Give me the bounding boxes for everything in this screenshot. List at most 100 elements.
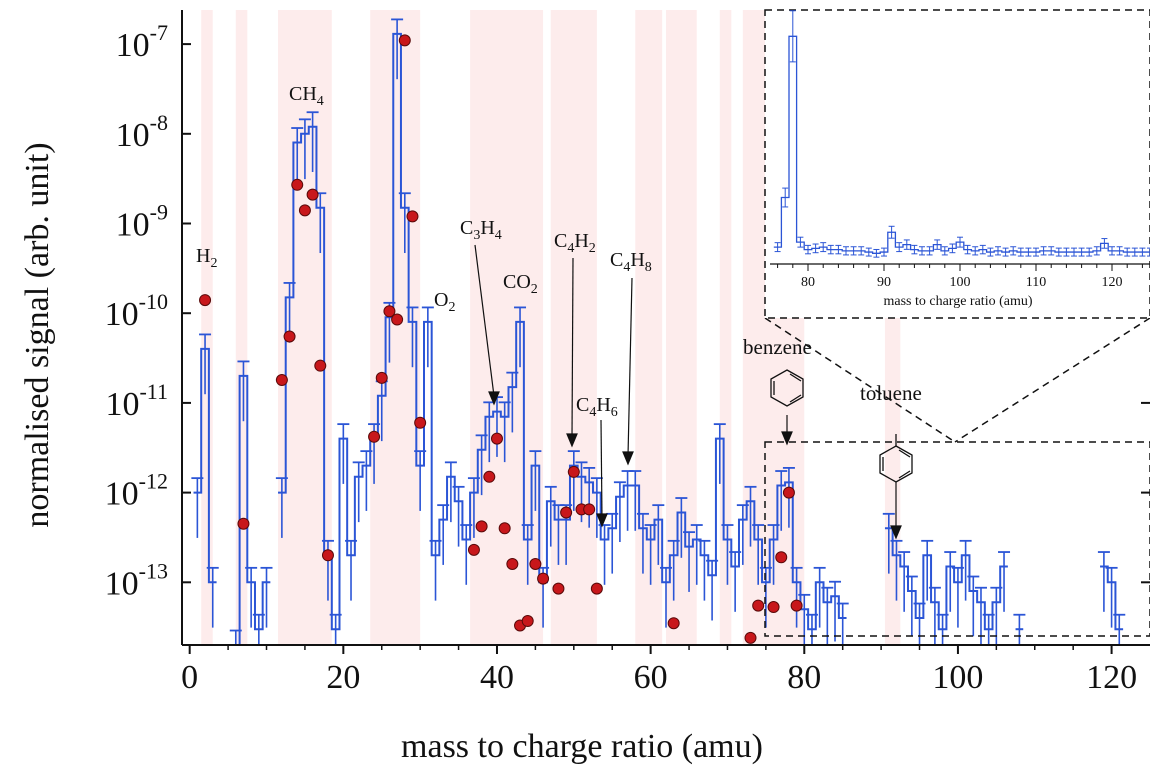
- inset-x-tick-label: 80: [801, 275, 815, 290]
- reference-marker: [560, 506, 573, 519]
- reference-marker: [490, 432, 503, 445]
- y-tick-label: 10-13: [105, 558, 168, 602]
- y-axis-title: normalised signal (arb. unit): [19, 142, 56, 527]
- reference-marker: [306, 188, 319, 201]
- y-tick-label: 10-12: [105, 469, 168, 513]
- highlight-band: [235, 10, 248, 645]
- x-axis-title: mass to charge ratio (amu): [401, 728, 763, 765]
- x-tick-label: 100: [932, 659, 983, 696]
- arrow-toluene-head: [890, 525, 902, 540]
- reference-marker: [767, 601, 780, 614]
- annotation-c4h6: C4H6: [576, 394, 618, 420]
- highlight-band: [470, 10, 544, 645]
- reference-marker: [590, 582, 603, 595]
- reference-marker: [368, 430, 381, 443]
- inset-frame: [764, 9, 1150, 319]
- y-tick-label: 10-11: [105, 379, 168, 423]
- step-line: [884, 527, 1008, 631]
- annotation-c3h4: C3H4: [460, 217, 502, 243]
- y-tick-label: 10-10: [105, 289, 168, 333]
- reference-marker: [414, 416, 427, 429]
- arrow-c4h8: [627, 277, 633, 457]
- x-tick-label: 60: [634, 659, 668, 696]
- benzene-structure-icon: [770, 369, 804, 407]
- inset-x-tick-label: 100: [950, 275, 971, 290]
- reference-marker: [529, 557, 542, 570]
- reference-marker: [521, 615, 534, 628]
- highlight-band: [719, 10, 732, 645]
- inset-x-tick-label: 110: [1026, 275, 1046, 290]
- reference-marker: [537, 572, 550, 585]
- x-tick-labels: 0 20 40 60 80 100 120: [181, 659, 1137, 696]
- arrow-c4h6: [600, 419, 603, 519]
- reference-marker: [506, 557, 519, 570]
- reference-marker: [199, 294, 212, 307]
- y-tick-labels: 10-13 10-12 10-11 10-10 10-9 10-8 10-7: [105, 20, 168, 602]
- annotation-o2: O2: [434, 289, 455, 315]
- reference-marker: [298, 204, 311, 217]
- inset-x-tick-label: 90: [877, 275, 891, 290]
- reference-marker: [237, 517, 250, 530]
- x-tick-label: 80: [787, 659, 821, 696]
- inset-step-series: [773, 10, 1150, 258]
- inset-step-line: [773, 35, 1150, 254]
- reference-marker: [467, 543, 480, 556]
- reference-marker: [398, 34, 411, 47]
- reference-marker: [775, 551, 788, 564]
- reference-marker: [314, 359, 327, 372]
- zoom-connector-right: [954, 317, 1150, 443]
- arrow-c4h2-head: [566, 433, 578, 448]
- reference-marker: [283, 330, 296, 343]
- annotation-ch4: CH4: [289, 83, 324, 109]
- reference-marker: [567, 465, 580, 478]
- inset-axis: [770, 263, 1150, 271]
- annotation-arrows: [474, 244, 902, 540]
- inset-x-axis-title: mass to charge ratio (amu): [883, 294, 1032, 309]
- arrow-c3h4-head: [488, 391, 500, 406]
- x-tick-label: 20: [326, 659, 360, 696]
- reference-marker: [790, 599, 803, 612]
- species-annotations: H2 CH4 O2 C3H4 CO2 C4H2 C4H8 C4H6 benzen…: [196, 83, 922, 540]
- reference-marker: [321, 549, 334, 562]
- annotation-co2: CO2: [503, 271, 538, 297]
- y-tick-label: 10-7: [116, 20, 168, 64]
- annotation-h2: H2: [196, 245, 217, 271]
- arrow-c3h4: [474, 244, 495, 397]
- arrow-c4h8-head: [622, 451, 634, 466]
- reference-marker: [391, 313, 404, 326]
- highlight-band: [201, 10, 213, 645]
- y-tick-label: 10-8: [116, 110, 168, 154]
- reference-marker: [291, 178, 304, 191]
- inset-x-tick-label: 120: [1102, 275, 1123, 290]
- annotation-c4h2: C4H2: [554, 230, 596, 256]
- inset-background: [765, 10, 1150, 318]
- x-tick-label: 120: [1086, 659, 1137, 696]
- signal-step-series: [191, 18, 1126, 646]
- reference-marker: [752, 599, 765, 612]
- reference-marker: [383, 305, 396, 318]
- inset-tick-labels: 80 90 100 110 120: [801, 275, 1123, 290]
- annotation-c4h8: C4H8: [610, 249, 652, 275]
- reference-marker: [406, 210, 419, 223]
- reference-marker: [583, 503, 596, 516]
- arrow-c4h6-head: [596, 513, 608, 528]
- highlight-band: [278, 10, 332, 645]
- inset-zoom-chart: 80 90 100 110 120 mass to charge ratio (amu): [764, 9, 1150, 319]
- toluene-structure-icon: [879, 434, 913, 483]
- reference-marker: [744, 631, 757, 644]
- zoom-connector-left: [764, 317, 956, 443]
- reference-marker: [667, 617, 680, 630]
- reference-marker: [375, 371, 388, 384]
- arrow-c4h2: [571, 257, 574, 439]
- annotation-benzene: benzene: [743, 335, 812, 359]
- reference-marker: [782, 486, 795, 499]
- zoom-box: [764, 441, 1150, 637]
- reference-marker: [552, 582, 565, 595]
- y-tick-label: 10-9: [116, 200, 168, 244]
- annotation-toluene: toluene: [860, 381, 922, 405]
- reference-marker: [475, 520, 488, 533]
- reference-marker: [498, 522, 511, 535]
- reference-marker: [275, 374, 288, 387]
- x-tick-label: 40: [480, 659, 514, 696]
